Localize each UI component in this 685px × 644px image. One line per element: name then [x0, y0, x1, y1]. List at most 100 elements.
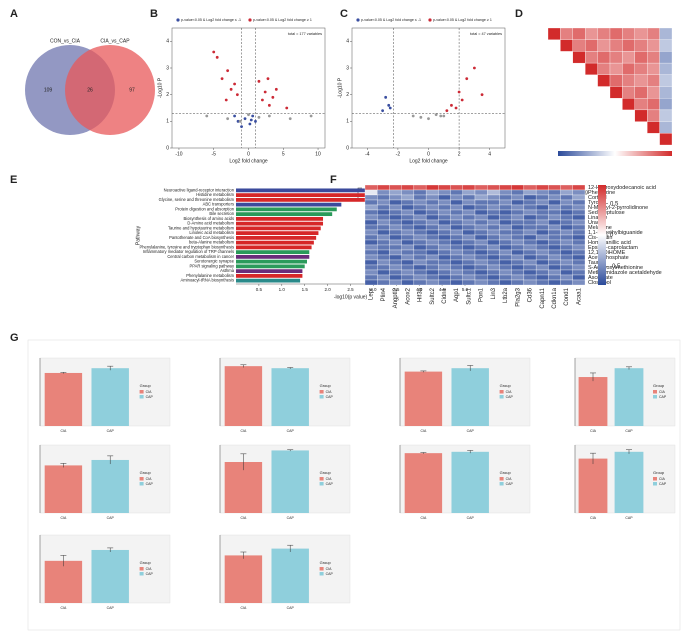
heatmap-cell — [364, 269, 378, 276]
heatmap-cell — [450, 264, 463, 271]
heatmap-cell — [597, 51, 611, 64]
heatmap-cell — [585, 62, 598, 75]
legend-label: p-value<0.05 & Log2 fold change ≥ 1 — [433, 18, 492, 22]
point — [257, 79, 261, 83]
heatmap-cell — [438, 249, 451, 256]
heatmap-cell — [560, 194, 573, 201]
legend-swatch — [499, 395, 504, 399]
bar — [236, 245, 312, 250]
heatmap-cell — [535, 184, 549, 191]
legend-swatch — [139, 390, 144, 394]
x-tick-label: -4 — [365, 151, 370, 157]
legend-title: Group — [653, 383, 665, 388]
x-tick-label: CIA — [240, 516, 247, 520]
heatmap-cell — [450, 234, 463, 241]
point — [243, 117, 247, 121]
heatmap-cell — [364, 229, 378, 236]
heatmap-cell — [401, 234, 415, 241]
legend-label: CIA — [146, 390, 153, 394]
point — [263, 90, 267, 94]
heatmap-cell — [560, 199, 573, 206]
heatmap-cell — [474, 209, 488, 216]
heatmap-cell — [572, 51, 586, 64]
x-tick-label: 3.0 — [370, 287, 377, 292]
bar — [404, 371, 443, 426]
heatmap-cell — [572, 279, 586, 286]
heatmap-cell — [499, 209, 512, 216]
heatmap-cell — [572, 214, 586, 221]
heatmap-cell — [462, 234, 476, 241]
x-tick-label: CAP — [467, 516, 475, 520]
heatmap-cell — [647, 27, 660, 40]
point — [387, 103, 391, 107]
heatmap-cell — [548, 214, 561, 221]
point — [254, 119, 257, 123]
y-axis-label: Pathway — [135, 225, 141, 245]
legend-title: Group — [500, 383, 512, 388]
point — [205, 114, 209, 118]
heatmap-cell — [535, 219, 549, 226]
heatmap-cell — [474, 219, 488, 226]
y-tick-label: 2 — [166, 92, 169, 98]
heatmap-cell — [377, 264, 390, 271]
heatmap-cell — [487, 224, 500, 231]
heatmap-cell — [523, 274, 537, 281]
row-label: 12-Hydroxydodecanoic acid — [588, 185, 656, 191]
heatmap-cell — [487, 274, 500, 281]
heatmap-cell — [413, 199, 427, 206]
heatmap-cell — [572, 254, 586, 261]
heatmap-cell — [560, 224, 573, 231]
heatmap-cell — [389, 234, 402, 241]
heatmap-cell — [450, 189, 463, 196]
row-label: 12,13-DiHOME — [588, 250, 626, 256]
heatmap-cell — [438, 199, 451, 206]
bar — [236, 226, 321, 231]
heatmap-cell — [499, 239, 512, 246]
heatmap-cell — [634, 51, 648, 64]
row-label: Linatine — [588, 215, 607, 221]
heatmap-cell — [511, 269, 525, 276]
heatmap-cell — [450, 244, 463, 251]
bar — [236, 207, 337, 212]
heatmap-cell — [462, 224, 476, 231]
heatmap-cell — [413, 234, 427, 241]
col-label: Sultc1 — [466, 287, 472, 304]
heatmap-cell — [647, 62, 660, 75]
heatmap-cell — [401, 214, 415, 221]
heatmap-cell — [572, 27, 586, 40]
heatmap-cell — [597, 27, 611, 40]
category-label: Protein digestion and absorption — [175, 206, 234, 211]
heatmap-cell — [389, 184, 402, 191]
bar — [236, 212, 333, 217]
heatmap-cell — [511, 189, 525, 196]
heatmap-cell — [377, 184, 390, 191]
heatmap-cell — [364, 244, 378, 251]
heatmap-cell — [364, 199, 378, 206]
heatmap-cell — [585, 39, 598, 52]
heatmap-cell — [560, 184, 573, 191]
heatmap-cell — [487, 214, 500, 221]
point — [266, 77, 270, 81]
heatmap-cell — [548, 224, 561, 231]
heatmap-cell — [462, 209, 476, 216]
heatmap-cell — [474, 269, 488, 276]
heatmap-cell — [389, 244, 402, 251]
heatmap-cell — [364, 184, 378, 191]
category-label: Glycine, serine and threonine metabolism — [159, 197, 235, 202]
heatmap-cell — [560, 274, 573, 281]
x-tick-label: CAP — [467, 429, 475, 433]
legend-label: CAP — [326, 482, 334, 486]
legend-label: CAP — [326, 395, 334, 399]
heatmap-cell — [364, 279, 378, 286]
x-tick-label: CAP — [107, 516, 115, 520]
heatmap-cell — [511, 244, 525, 251]
heatmap-cell — [535, 214, 549, 221]
heatmap-cell — [597, 39, 611, 52]
legend-swatch — [139, 477, 144, 481]
point — [257, 115, 261, 119]
heatmap-cell — [487, 269, 500, 276]
legend-swatch — [176, 18, 180, 22]
bar — [44, 560, 83, 603]
point — [215, 55, 219, 59]
heatmap-cell — [413, 264, 427, 271]
